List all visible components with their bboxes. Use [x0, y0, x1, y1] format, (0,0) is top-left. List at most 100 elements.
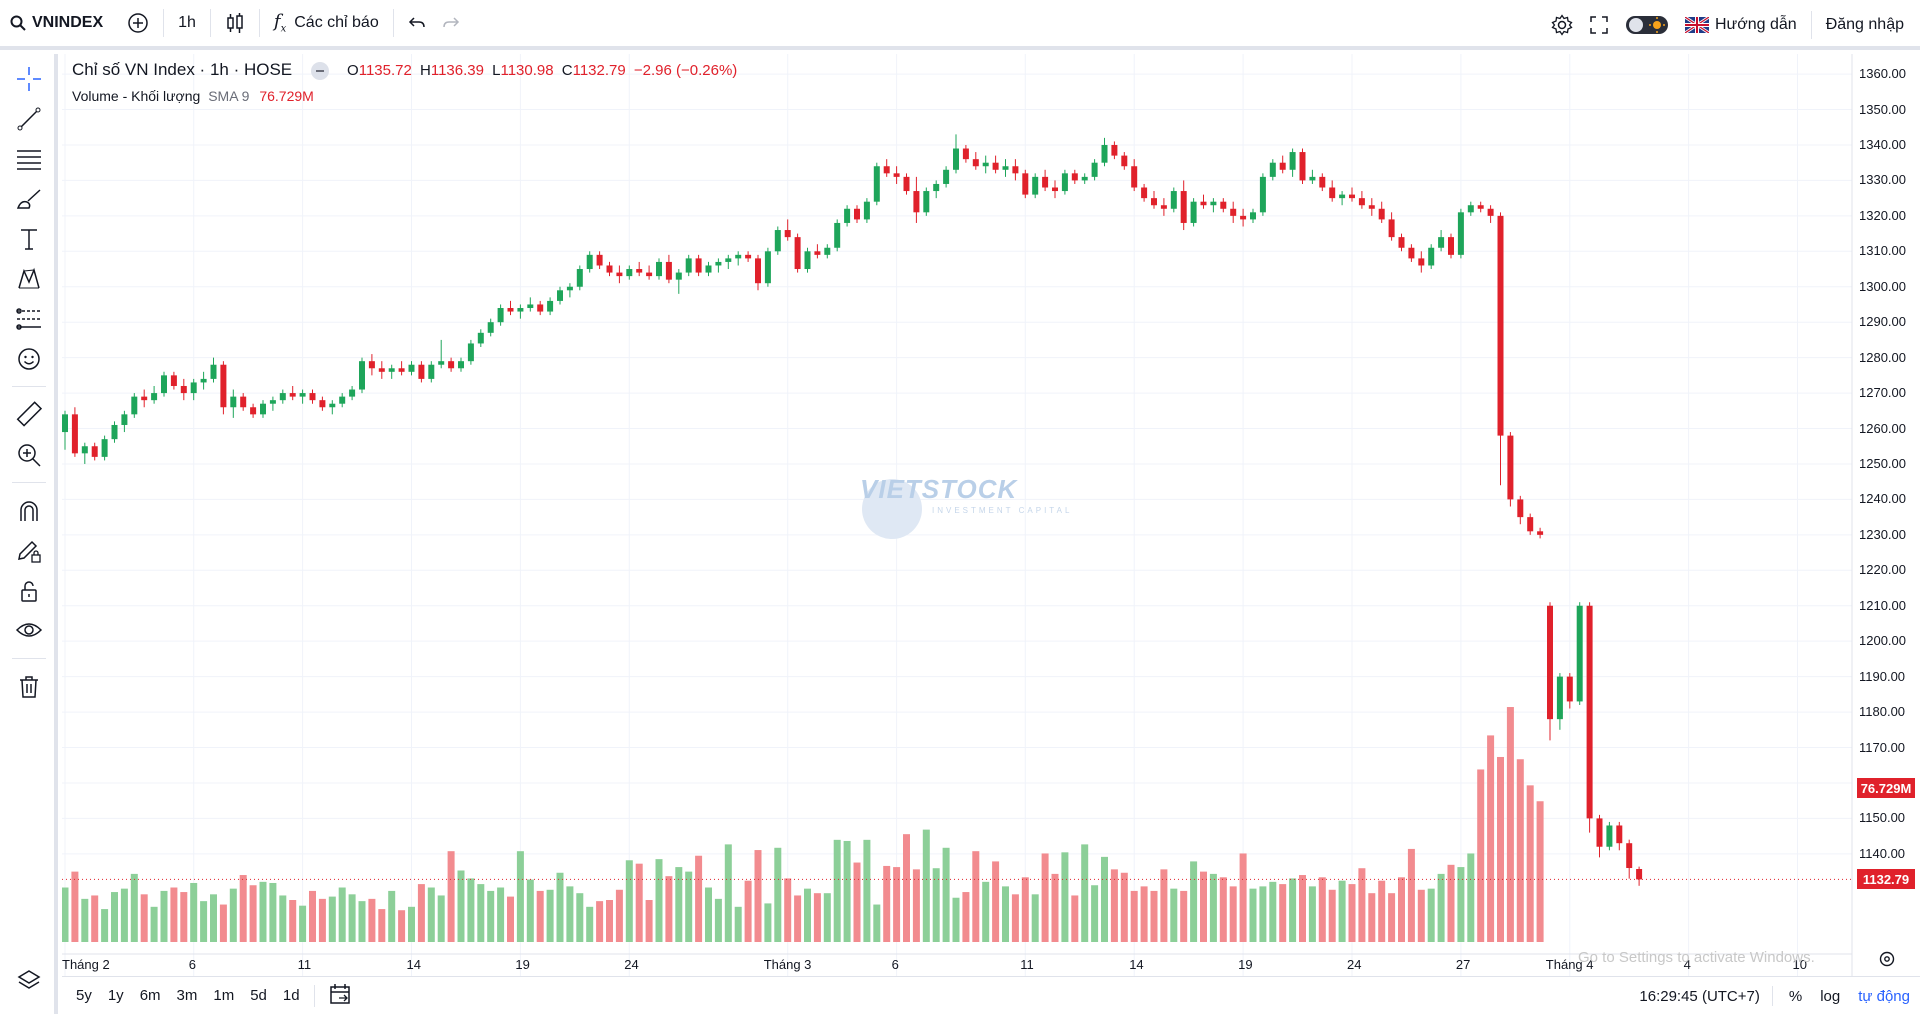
candle-body: [1309, 176, 1316, 181]
candle-body: [1141, 187, 1148, 199]
interval-button[interactable]: 1h: [178, 14, 196, 31]
top-right-controls: Hướng dẫn Đăng nhập: [1543, 6, 1912, 44]
go-to-date-button[interactable]: [321, 983, 361, 1009]
volume-bar: [526, 879, 534, 942]
volume-bar: [516, 851, 524, 942]
login-button[interactable]: Đăng nhập: [1825, 16, 1904, 33]
magnet-tool[interactable]: [12, 494, 46, 528]
candle-body: [1537, 531, 1544, 535]
axis-settings-button[interactable]: [1878, 950, 1900, 972]
high-value: 1136.39: [430, 62, 484, 79]
last-volume-tag: 76.729M: [1857, 778, 1915, 798]
candle-body: [487, 322, 494, 333]
volume-bar: [1467, 853, 1475, 942]
volume-bar: [1437, 873, 1445, 942]
time-tick-label: Tháng 3: [763, 957, 812, 972]
redo-button[interactable]: [434, 4, 468, 42]
volume-bar: [1318, 877, 1326, 942]
volume-bar: [507, 896, 514, 942]
auto-scale-toggle[interactable]: tự động: [1858, 987, 1910, 1005]
range-button-1m[interactable]: 1m: [213, 987, 235, 1004]
symbol-label: VNINDEX: [32, 14, 104, 31]
clock: 16:29:45 (UTC+7): [1639, 987, 1760, 1005]
log-scale-toggle[interactable]: log: [1820, 987, 1841, 1005]
guide-button[interactable]: Hướng dẫn: [1677, 6, 1805, 44]
candle-body: [438, 361, 445, 365]
candle-body: [1259, 176, 1266, 213]
volume-bar: [1021, 877, 1029, 942]
candle-body: [606, 265, 613, 273]
price-chart-svg[interactable]: [62, 54, 1920, 976]
volume-bar: [1308, 886, 1316, 942]
volume-bar: [1140, 886, 1148, 942]
text-tool[interactable]: [12, 222, 46, 256]
object-tree-button[interactable]: [12, 964, 46, 998]
symbol-search[interactable]: VNINDEX: [0, 4, 111, 42]
zoom-tool[interactable]: [12, 438, 46, 472]
emoji-tool[interactable]: [12, 342, 46, 376]
compare-symbol-button[interactable]: [119, 4, 157, 42]
candle-body: [774, 230, 781, 252]
candle-body: [1052, 187, 1058, 192]
volume-bar: [1328, 889, 1336, 942]
candle-body: [210, 364, 217, 379]
price-tick-label: 1350.00: [1859, 101, 1906, 117]
candle-body: [844, 208, 851, 223]
range-button-5d[interactable]: 5d: [250, 987, 267, 1004]
candle-body: [1487, 208, 1494, 216]
volume-bar: [200, 901, 208, 942]
measure-tool[interactable]: [12, 398, 46, 432]
range-button-1d[interactable]: 1d: [282, 987, 300, 1004]
candle-body: [1388, 219, 1395, 238]
delete-tool[interactable]: [12, 670, 46, 704]
divider: [12, 482, 46, 483]
candle-body: [1368, 205, 1375, 209]
trend-line-tool[interactable]: [12, 102, 46, 136]
pattern-tool[interactable]: [12, 262, 46, 296]
range-button-5y[interactable]: 5y: [76, 987, 92, 1004]
watermark: VIETSTOCK: [860, 474, 1018, 504]
volume-bar: [1209, 873, 1217, 942]
lock-drawings-tool[interactable]: [12, 534, 46, 568]
volume-bar: [180, 892, 188, 942]
volume-bar: [903, 834, 910, 942]
candle-body: [1131, 166, 1138, 188]
undo-button[interactable]: [400, 4, 434, 42]
candle-body: [1091, 162, 1098, 177]
candle-body: [121, 414, 128, 425]
candle-body: [1279, 162, 1286, 170]
fullscreen-button[interactable]: [1581, 6, 1617, 44]
legend-collapse-button[interactable]: [310, 61, 329, 80]
horizontal-lines-tool[interactable]: [12, 142, 46, 176]
visibility-tool[interactable]: [12, 614, 46, 648]
range-button-6m[interactable]: 6m: [139, 987, 161, 1004]
candle-body: [566, 286, 573, 291]
fullscreen-icon: [1590, 16, 1608, 34]
theme-toggle[interactable]: [1617, 6, 1677, 44]
range-button-1y[interactable]: 1y: [107, 987, 124, 1004]
volume-bar: [120, 888, 128, 942]
candle-body: [368, 361, 375, 369]
chart-style-button[interactable]: [217, 4, 253, 42]
candle-body: [1230, 208, 1237, 216]
prediction-tool[interactable]: [12, 302, 46, 336]
time-tick-label: 14: [1129, 957, 1144, 972]
chart-pane[interactable]: VIETSTOCK INVESTMENT CAPITAL Chỉ số VN I…: [62, 54, 1920, 1014]
brush-tool[interactable]: [12, 182, 46, 216]
volume-bar: [922, 829, 930, 942]
percent-scale-toggle[interactable]: %: [1788, 987, 1803, 1005]
volume-bar: [744, 880, 752, 942]
candle-body: [1329, 187, 1336, 199]
low-value: 1130.98: [500, 62, 554, 79]
range-button-3m[interactable]: 3m: [176, 987, 198, 1004]
top-toolbar: VNINDEX 1h fx Các chỉ báo: [0, 0, 1920, 50]
price-tick-label: 1260.00: [1859, 420, 1906, 436]
volume-bar: [1427, 888, 1435, 942]
candle-body: [91, 446, 98, 457]
volume-value: 76.729M: [259, 88, 314, 104]
lock-tool[interactable]: [12, 574, 46, 608]
indicators-button[interactable]: fx Các chỉ báo: [266, 4, 387, 42]
crosshair-tool[interactable]: [12, 62, 46, 96]
settings-button[interactable]: [1543, 6, 1581, 44]
volume-bar: [536, 890, 544, 942]
